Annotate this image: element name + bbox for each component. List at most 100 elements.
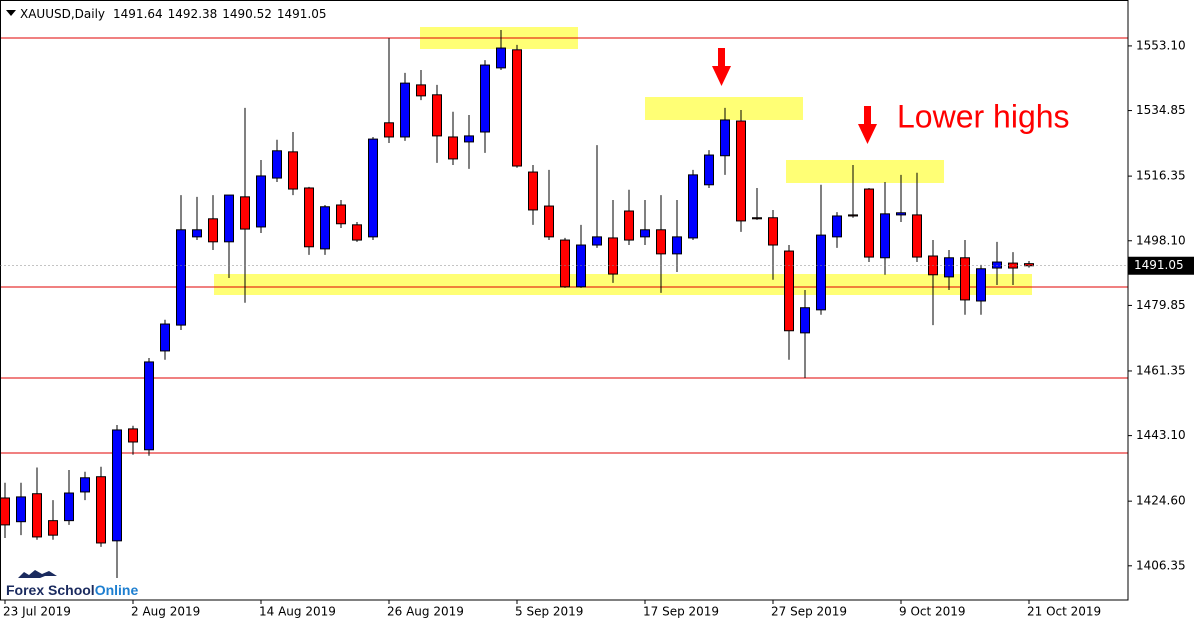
candle-body xyxy=(944,257,954,278)
header: XAUUSD,Daily 1491.64 1492.38 1490.52 1491.05 xyxy=(20,7,327,21)
candle-body xyxy=(688,174,698,239)
candle-body xyxy=(16,496,26,523)
candle-body xyxy=(608,237,618,275)
candle-body xyxy=(768,217,778,246)
candle-body xyxy=(960,257,970,301)
brand: Forex SchoolOnline xyxy=(6,582,138,598)
candle-body xyxy=(272,150,282,179)
candle-body xyxy=(160,323,170,352)
candle-body xyxy=(48,520,58,536)
candle-body xyxy=(880,213,890,259)
candle-body xyxy=(848,214,858,217)
candle-body xyxy=(304,187,314,248)
y-tick-label: 1534.85 xyxy=(1136,103,1186,117)
y-tick-label: 1406.35 xyxy=(1136,558,1186,572)
x-tick-label: 9 Oct 2019 xyxy=(899,605,966,619)
candle-body xyxy=(560,239,570,288)
highlight-zone xyxy=(786,160,944,183)
candle-body xyxy=(320,206,330,250)
candle-body xyxy=(720,119,730,157)
candle-body xyxy=(928,255,938,276)
y-tick-label: 1424.60 xyxy=(1136,494,1186,508)
candle-body xyxy=(912,214,922,258)
annotation: Lower highs xyxy=(897,98,1070,134)
candle-body xyxy=(80,477,90,493)
highlight-zone xyxy=(214,274,1032,295)
x-tick-label: 26 Aug 2019 xyxy=(387,605,464,619)
candle-body xyxy=(464,135,474,143)
candle-body xyxy=(528,171,538,211)
candle-body xyxy=(992,261,1002,269)
close: 1491.05 xyxy=(277,7,327,21)
candle-body xyxy=(176,229,186,326)
candle-body xyxy=(128,428,138,443)
candle-body xyxy=(288,151,298,190)
candle-body xyxy=(432,94,442,137)
candle-body xyxy=(224,194,234,243)
x-tick-label: 17 Sep 2019 xyxy=(643,605,719,619)
y-tick-label: 1498.10 xyxy=(1136,233,1186,247)
candle-body xyxy=(496,47,506,69)
x-tick-label: 2 Aug 2019 xyxy=(131,605,200,619)
candle-body xyxy=(368,138,378,238)
x-tick-label: 23 Jul 2019 xyxy=(3,605,71,619)
candle-body xyxy=(352,224,362,241)
candle-body xyxy=(592,236,602,246)
candle-body xyxy=(112,429,122,542)
candle-body xyxy=(624,210,634,241)
y-tick-label: 1461.35 xyxy=(1136,363,1186,377)
candle-body xyxy=(656,229,666,255)
candle-body xyxy=(64,492,74,522)
candle-body xyxy=(32,493,42,538)
low: 1490.52 xyxy=(222,7,272,21)
candle-body xyxy=(384,122,394,138)
y-tick-label: 1516.35 xyxy=(1136,169,1186,183)
candle-body xyxy=(800,307,810,334)
x-tick-label: 21 Oct 2019 xyxy=(1027,605,1101,619)
candle-body xyxy=(416,84,426,97)
candle-body xyxy=(896,212,906,216)
candle-body xyxy=(672,236,682,255)
brand-suffix: Online xyxy=(95,582,139,598)
candle-body xyxy=(1024,263,1034,267)
x-tick-label: 5 Sep 2019 xyxy=(515,605,583,619)
arrow xyxy=(858,106,877,144)
candle-body xyxy=(240,196,250,230)
candle-body xyxy=(144,361,154,451)
candle-body xyxy=(208,218,218,243)
x-tick-label: 14 Aug 2019 xyxy=(259,605,336,619)
candle-body xyxy=(0,497,10,526)
y-tick-label: 1553.10 xyxy=(1136,38,1186,52)
candle-body xyxy=(192,229,202,238)
candle-body xyxy=(816,234,826,311)
candle-body xyxy=(448,136,458,160)
price-label: 1491.05 xyxy=(1134,258,1184,272)
header-icon xyxy=(6,10,16,16)
candle-body xyxy=(96,476,106,544)
candle-body xyxy=(784,250,794,332)
y-tick-label: 1479.85 xyxy=(1136,298,1186,312)
brand-name: Forex School xyxy=(6,582,95,598)
open: 1491.64 xyxy=(113,7,163,21)
y-tick-label: 1443.10 xyxy=(1136,428,1186,442)
high: 1492.38 xyxy=(168,7,218,21)
candle-body xyxy=(752,217,762,220)
symbol: XAUUSD,Daily xyxy=(20,7,105,21)
candle-body xyxy=(512,49,522,167)
x-tick-label: 27 Sep 2019 xyxy=(771,605,847,619)
candle-body xyxy=(256,175,266,228)
highlight-zone xyxy=(645,97,803,120)
arrow xyxy=(712,48,731,86)
candle-body xyxy=(336,204,346,225)
candle-body xyxy=(400,82,410,138)
candle-body xyxy=(640,229,650,238)
candle-body xyxy=(544,205,554,238)
price-label-box xyxy=(1128,256,1194,275)
candle-body xyxy=(864,188,874,258)
candle-body xyxy=(704,154,714,186)
candle-body xyxy=(976,268,986,302)
candle-body xyxy=(480,64,490,133)
